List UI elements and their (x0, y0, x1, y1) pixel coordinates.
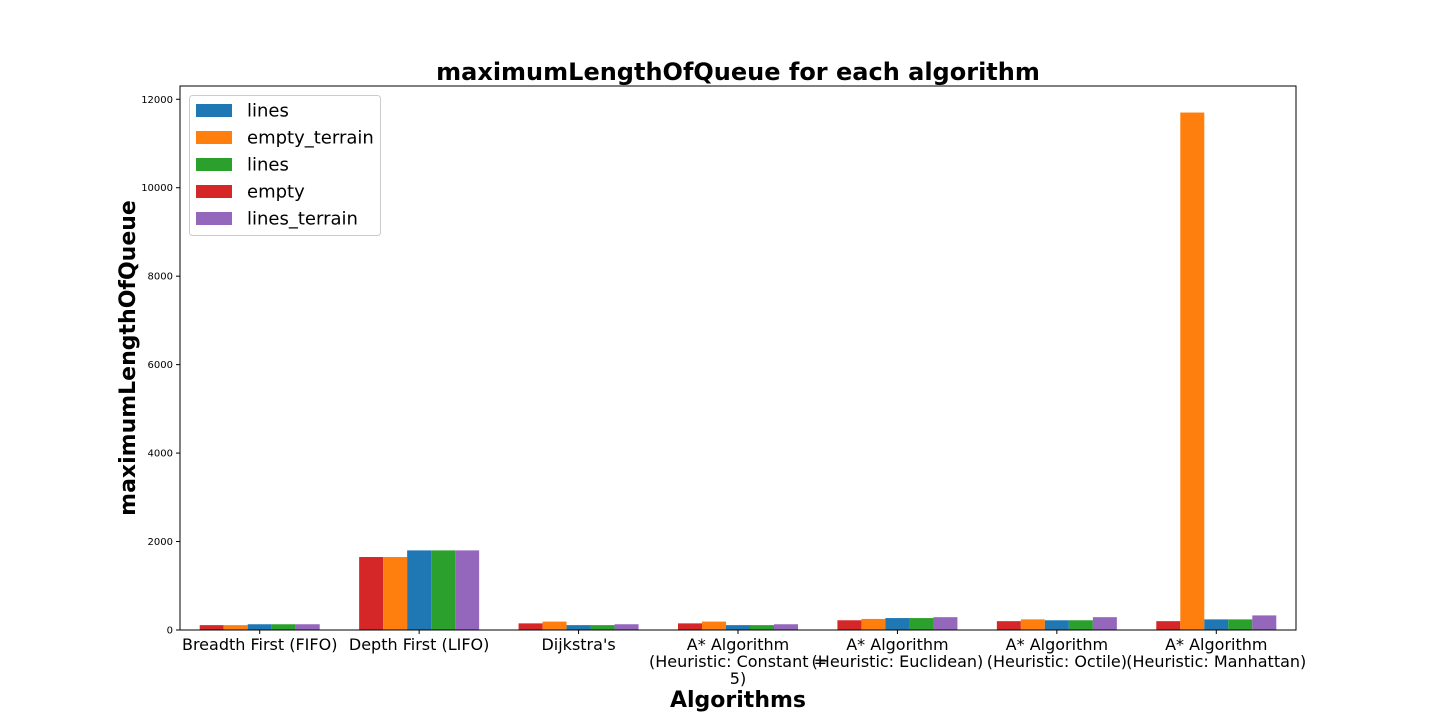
x-tick-label: (Heuristic: Octile) (987, 652, 1127, 671)
bar (1156, 621, 1181, 630)
y-tick-label: 2000 (148, 537, 173, 548)
x-tick-label: (Heuristic: Euclidean) (812, 652, 984, 671)
bar (1092, 617, 1117, 630)
bar (750, 625, 774, 630)
y-tick-label: 4000 (148, 449, 173, 460)
y-tick-label: 6000 (148, 360, 173, 371)
legend-label: empty (247, 182, 305, 203)
bar (861, 618, 886, 630)
x-tick-label: (Heuristic: Constant = (649, 652, 827, 671)
x-tick-label: A* Algorithm (1165, 635, 1267, 654)
y-tick-label: 10000 (141, 183, 173, 194)
legend-swatch (196, 212, 232, 225)
bar (702, 621, 726, 630)
x-tick-label: A* Algorithm (687, 635, 789, 654)
x-tick-label: 5) (730, 669, 746, 688)
chart-title: maximumLengthOfQueue for each algorithm (436, 58, 1040, 86)
bar (885, 618, 910, 630)
bar (1180, 112, 1205, 631)
legend-label: empty_terrain (247, 128, 374, 149)
legend-swatch (196, 185, 232, 198)
bar (678, 623, 702, 630)
bar (909, 618, 934, 630)
x-tick-label: Dijkstra's (541, 635, 615, 654)
y-tick-label: 8000 (148, 272, 173, 283)
bar (407, 550, 432, 630)
bar (774, 624, 798, 630)
bar (996, 621, 1021, 630)
bar (614, 624, 639, 630)
x-tick-label: (Heuristic: Manhattan) (1126, 652, 1306, 671)
x-tick-label: A* Algorithm (1006, 635, 1108, 654)
x-tick-label: Depth First (LIFO) (349, 635, 490, 654)
bar (1228, 619, 1253, 630)
x-axis: Breadth First (FIFO) Depth First (LIFO) Di… (182, 630, 1306, 688)
bar (199, 625, 224, 630)
bar (383, 557, 408, 630)
y-axis: 0 2000 4000 6000 8000 10000 12000 (141, 95, 180, 637)
bar (247, 624, 272, 630)
bar (271, 624, 296, 630)
bar (431, 550, 456, 630)
bar (455, 550, 480, 630)
bar (933, 617, 958, 630)
bars-group (199, 112, 1277, 631)
legend-label: lines (247, 155, 289, 176)
bar (518, 623, 543, 630)
bar (1020, 619, 1045, 630)
bar (1068, 620, 1093, 630)
x-axis-label: Algorithms (670, 688, 806, 713)
legend-swatch (196, 158, 232, 171)
bar (295, 624, 320, 630)
bar (1204, 619, 1229, 630)
bar (590, 625, 615, 630)
bar (1044, 620, 1069, 630)
legend-label: lines (247, 101, 289, 122)
legend-frame (189, 95, 381, 236)
bar (542, 621, 567, 630)
bar (837, 620, 862, 630)
bar (223, 625, 248, 630)
bar (359, 557, 384, 630)
bar (726, 625, 750, 630)
legend-label: lines_terrain (247, 209, 358, 230)
y-axis-label: maximumLengthOfQueue (116, 200, 141, 516)
y-tick-label: 12000 (141, 95, 173, 106)
legend: linesempty_terrainlinesemptylines_terrai… (189, 95, 381, 236)
legend-swatch (196, 104, 232, 117)
legend-swatch (196, 131, 232, 144)
x-tick-label: Breadth First (FIFO) (182, 635, 337, 654)
bar (566, 625, 591, 630)
bar (1252, 615, 1277, 630)
x-tick-label: A* Algorithm (846, 635, 948, 654)
y-tick-label: 0 (167, 626, 173, 637)
